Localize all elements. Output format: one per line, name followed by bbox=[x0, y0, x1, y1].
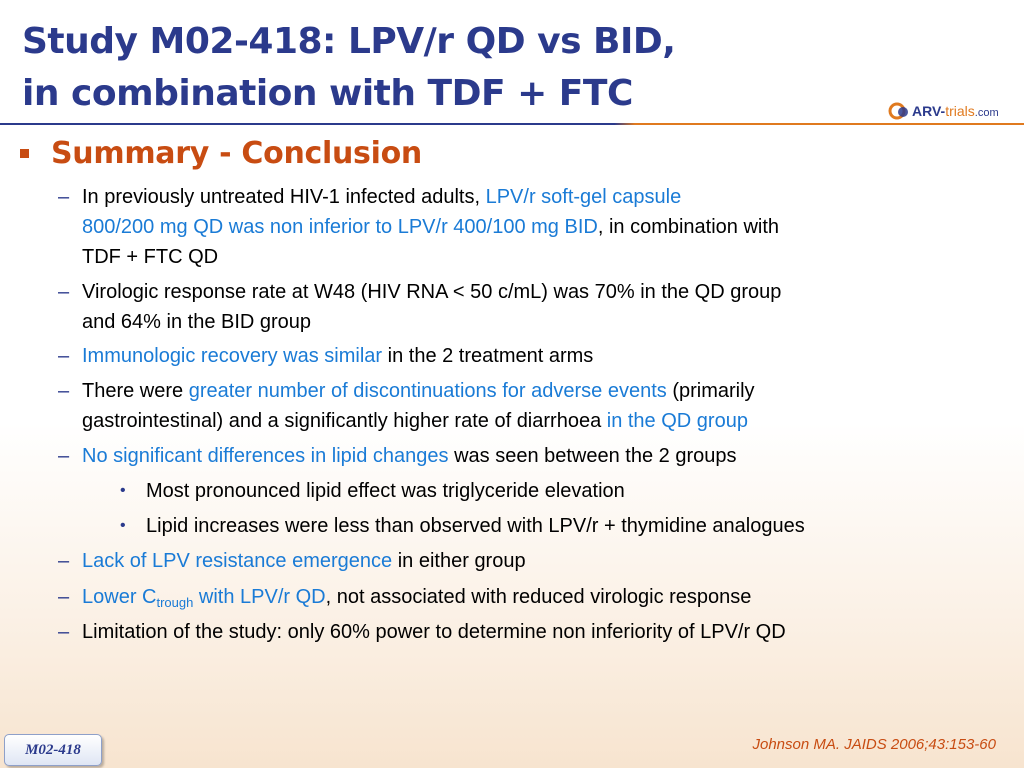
sub-list-item: • Most pronounced lipid effect was trigl… bbox=[120, 476, 1000, 506]
slide-title-line-1: Study M02-418: LPV/r QD vs BID, bbox=[22, 21, 676, 62]
slide-title-line-2: in combination with TDF + FTC bbox=[22, 73, 633, 114]
logo-text: ARV-trials.com bbox=[912, 103, 999, 119]
logo-mark-icon bbox=[888, 102, 908, 120]
study-badge: M02-418 bbox=[4, 734, 102, 766]
dash-bullet: – bbox=[58, 186, 70, 208]
title-divider bbox=[0, 123, 1024, 125]
dash-bullet: – bbox=[58, 281, 70, 303]
dash-bullet: – bbox=[58, 550, 70, 572]
arv-trials-logo: ARV-trials.com bbox=[888, 100, 1014, 122]
list-item: – Limitation of the study: only 60% powe… bbox=[58, 617, 998, 647]
slide-title: Study M02-418: LPV/r QD vs BID, in combi… bbox=[22, 16, 676, 120]
list-item: – Immunologic recovery was similar in th… bbox=[58, 341, 998, 371]
list-item: – Lower Ctrough with LPV/r QD, not assoc… bbox=[58, 582, 998, 612]
dash-bullet: – bbox=[58, 586, 70, 608]
dot-bullet: • bbox=[120, 517, 126, 534]
dash-bullet: – bbox=[58, 445, 70, 467]
citation: Johnson MA. JAIDS 2006;43:153-60 bbox=[752, 736, 997, 753]
list-item: – No significant differences in lipid ch… bbox=[58, 441, 998, 471]
list-item: – In previously untreated HIV-1 infected… bbox=[58, 182, 998, 272]
list-item: – Lack of LPV resistance emergence in ei… bbox=[58, 546, 998, 576]
list-item: – Virologic response rate at W48 (HIV RN… bbox=[58, 277, 998, 337]
dash-bullet: – bbox=[58, 380, 70, 402]
square-bullet-icon bbox=[20, 149, 29, 158]
dot-bullet: • bbox=[120, 482, 126, 499]
study-badge-label: M02-418 bbox=[25, 741, 81, 758]
dash-bullet: – bbox=[58, 345, 70, 367]
section-heading-text: Summary - Conclusion bbox=[51, 136, 422, 171]
list-item: – There were greater number of discontin… bbox=[58, 376, 998, 436]
section-heading: Summary - Conclusion bbox=[20, 136, 422, 171]
dash-bullet: – bbox=[58, 621, 70, 643]
sub-list-item: • Lipid increases were less than observe… bbox=[120, 511, 1000, 541]
